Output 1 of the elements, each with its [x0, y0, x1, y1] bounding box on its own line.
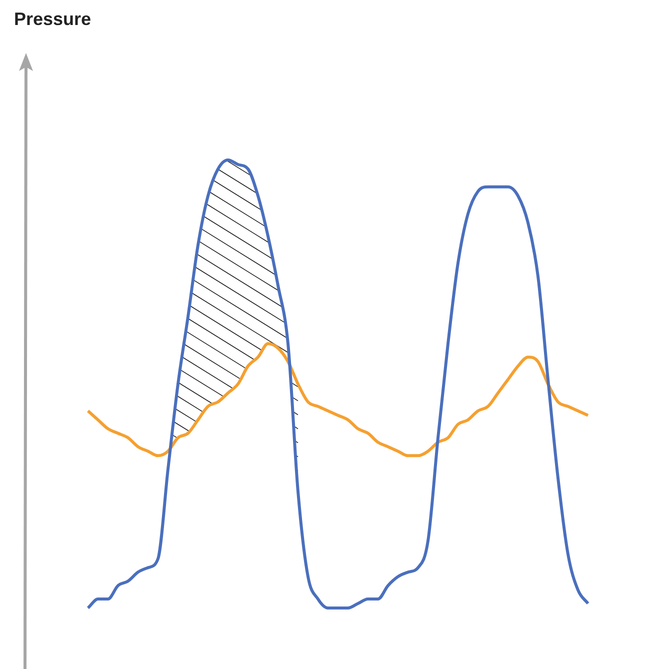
- text: Pressure: [14, 9, 92, 30]
